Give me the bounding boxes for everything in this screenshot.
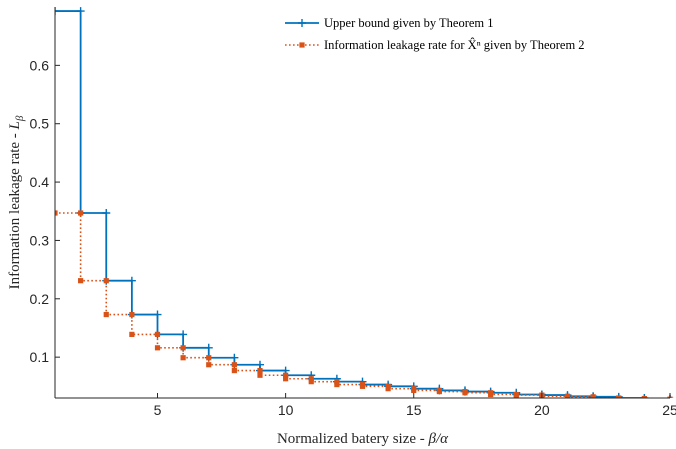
marker-leakage-rate [590,395,596,398]
marker-leakage-rate [129,311,135,318]
legend-marker-upper-bound [298,19,306,27]
marker-leakage-rate [206,362,212,368]
marker-leakage-rate [257,367,263,374]
marker-leakage-rate [154,331,161,337]
marker-leakage-rate [78,278,84,284]
x-tick-label: 10 [278,402,294,418]
marker-leakage-rate [103,278,109,284]
y-axis-label: Information leakage rate - Lβ [7,115,26,289]
plot-background [55,7,670,398]
marker-leakage-rate [564,394,571,398]
marker-upper-bound [204,343,213,352]
marker-upper-bound [614,394,623,398]
marker-leakage-rate [283,376,289,382]
marker-leakage-rate [641,396,647,398]
marker-upper-bound [179,330,188,339]
marker-leakage-rate [231,367,237,374]
marker-leakage-rate [154,345,161,351]
y-tick-label: 0.2 [30,291,50,307]
marker-leakage-rate [513,392,519,398]
marker-leakage-rate [257,372,263,378]
marker-leakage-rate [462,390,468,396]
marker-leakage-rate [103,311,109,318]
x-axis-label: Normalized batery size - β/α [277,431,449,447]
marker-leakage-rate [334,379,340,385]
legend: Upper bound given by Theorem 1 Informati… [282,9,668,57]
legend-entry-leakage-rate: Information leakage rate for X̂ⁿ given b… [285,38,585,52]
marker-leakage-rate [488,391,494,398]
marker-leakage-rate [283,372,289,378]
y-tick-label: 0.6 [30,57,50,73]
marker-upper-bound [76,7,85,16]
y-tick-label: 0.1 [30,349,50,365]
x-tick-label: 20 [534,402,550,418]
legend-box [282,9,668,57]
y-tick-label: 0.5 [30,116,50,132]
marker-leakage-rate [334,381,340,388]
legend-marker-leakage-rate [299,42,305,48]
marker-leakage-rate [385,386,391,392]
marker-upper-bound [230,353,239,362]
marker-upper-bound [127,276,136,285]
y-tick-label: 0.3 [30,232,50,248]
series-leakage-rate [55,210,673,398]
marker-upper-bound [640,394,649,398]
x-tick-label: 25 [662,402,676,418]
x-tick-label: 5 [154,402,162,418]
marker-leakage-rate [359,383,366,389]
marker-upper-bound [102,209,111,218]
legend-label-upper-bound: Upper bound given by Theorem 1 [324,16,494,30]
marker-upper-bound [55,7,59,16]
marker-leakage-rate [180,355,186,361]
marker-leakage-rate [616,395,622,398]
marker-leakage-rate [55,210,58,216]
marker-leakage-rate [129,331,135,337]
marker-leakage-rate [308,379,314,385]
y-tick-label: 0.4 [30,174,50,190]
series-layer [55,7,674,398]
marker-upper-bound [153,310,162,319]
marker-leakage-rate [206,355,212,361]
marker-leakage-rate [436,388,442,395]
legend-label-leakage-rate: Information leakage rate for X̂ⁿ given b… [324,38,585,52]
marker-leakage-rate [180,345,186,351]
axes-layer: 5 10 15 20 25 0.1 0.2 0.3 0.4 0.5 0.6 Normalized ba… [7,7,676,447]
x-tick-label: 15 [406,402,422,418]
marker-leakage-rate [308,376,314,382]
marker-leakage-rate [78,210,84,216]
marker-leakage-rate [411,387,417,394]
legend-entry-upper-bound: Upper bound given by Theorem 1 [285,16,494,30]
marker-leakage-rate [231,362,237,368]
